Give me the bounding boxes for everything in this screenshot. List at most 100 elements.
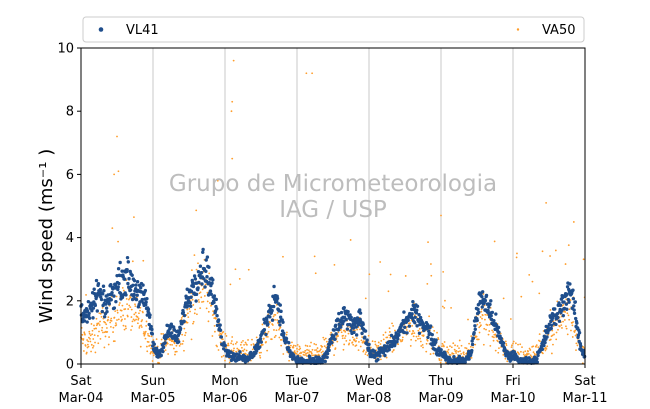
data-point bbox=[334, 323, 338, 327]
data-point bbox=[438, 359, 441, 362]
data-point bbox=[352, 329, 355, 332]
data-point bbox=[162, 332, 164, 335]
data-point bbox=[385, 356, 388, 359]
data-point bbox=[218, 328, 223, 332]
data-point bbox=[216, 318, 221, 322]
data-point bbox=[487, 333, 490, 336]
data-point bbox=[565, 307, 569, 311]
data-point bbox=[374, 340, 377, 343]
data-point bbox=[546, 331, 550, 335]
data-point bbox=[447, 351, 450, 354]
data-point bbox=[526, 353, 529, 356]
data-point bbox=[218, 323, 222, 327]
data-point bbox=[139, 309, 141, 312]
data-point bbox=[366, 346, 371, 350]
data-point bbox=[179, 343, 182, 345]
x-tick-label-day: Sat bbox=[70, 374, 91, 389]
data-point bbox=[358, 341, 360, 343]
data-point bbox=[204, 258, 208, 262]
data-point bbox=[274, 313, 277, 316]
data-point bbox=[86, 339, 89, 341]
data-point bbox=[223, 343, 227, 348]
data-point bbox=[242, 339, 244, 342]
data-point bbox=[334, 347, 337, 350]
data-point bbox=[126, 260, 130, 264]
data-point bbox=[356, 328, 359, 331]
data-point bbox=[382, 334, 385, 336]
data-point bbox=[98, 312, 101, 315]
data-point bbox=[133, 319, 136, 322]
data-point bbox=[377, 351, 382, 355]
data-point bbox=[352, 343, 355, 346]
data-point bbox=[180, 317, 183, 319]
data-point bbox=[562, 320, 564, 323]
data-point bbox=[402, 310, 406, 314]
data-point bbox=[449, 345, 451, 348]
data-point bbox=[118, 302, 121, 304]
data-point bbox=[566, 312, 569, 315]
data-point bbox=[91, 333, 94, 336]
data-point bbox=[192, 274, 197, 278]
data-point bbox=[152, 339, 155, 341]
x-tick-label-date: Mar-05 bbox=[131, 391, 176, 406]
data-point bbox=[467, 357, 471, 361]
data-point bbox=[411, 299, 415, 304]
data-point bbox=[92, 287, 96, 291]
data-point bbox=[511, 344, 513, 347]
data-point bbox=[232, 349, 235, 352]
data-point bbox=[133, 287, 138, 291]
data-point bbox=[565, 327, 568, 330]
data-point bbox=[193, 254, 196, 256]
data-point bbox=[486, 308, 490, 313]
data-point bbox=[186, 304, 190, 308]
data-point bbox=[386, 336, 389, 339]
x-tick-label-day: Mon bbox=[211, 374, 238, 389]
data-point bbox=[441, 342, 444, 345]
data-point bbox=[355, 344, 358, 347]
data-point bbox=[135, 293, 139, 297]
data-point bbox=[522, 351, 525, 354]
data-point bbox=[489, 299, 493, 303]
data-point bbox=[251, 348, 254, 351]
watermark-line-2: IAG / USP bbox=[279, 197, 387, 223]
data-point bbox=[336, 340, 339, 343]
data-point bbox=[490, 310, 495, 315]
data-point bbox=[340, 331, 343, 334]
data-point bbox=[286, 346, 291, 350]
data-point bbox=[134, 305, 137, 308]
data-point bbox=[137, 317, 140, 320]
data-point bbox=[392, 348, 395, 351]
data-point bbox=[115, 324, 118, 326]
data-point bbox=[274, 334, 277, 337]
data-point bbox=[160, 338, 163, 341]
data-point bbox=[96, 282, 101, 286]
data-point bbox=[315, 349, 318, 351]
data-point bbox=[234, 268, 237, 271]
data-point bbox=[150, 335, 153, 338]
data-point bbox=[545, 348, 548, 350]
data-point bbox=[480, 324, 482, 327]
data-point bbox=[489, 344, 492, 347]
data-point bbox=[83, 331, 86, 334]
x-tick-label-day: Wed bbox=[355, 374, 383, 389]
data-point bbox=[473, 324, 477, 328]
data-point bbox=[497, 330, 501, 335]
data-point bbox=[349, 329, 353, 333]
data-point bbox=[130, 316, 133, 318]
data-point bbox=[521, 346, 523, 349]
data-point bbox=[260, 351, 262, 354]
data-point bbox=[501, 341, 506, 345]
data-point bbox=[572, 311, 577, 316]
data-point bbox=[118, 260, 122, 265]
data-point bbox=[161, 349, 165, 354]
data-point bbox=[99, 312, 102, 315]
data-point bbox=[202, 300, 205, 303]
data-point bbox=[159, 353, 163, 358]
data-point bbox=[282, 255, 284, 258]
data-point bbox=[278, 328, 280, 331]
legend-label-va50: VA50 bbox=[542, 23, 576, 38]
data-point bbox=[194, 292, 199, 297]
data-point bbox=[194, 299, 198, 303]
data-point bbox=[472, 331, 476, 335]
data-point bbox=[388, 327, 391, 330]
